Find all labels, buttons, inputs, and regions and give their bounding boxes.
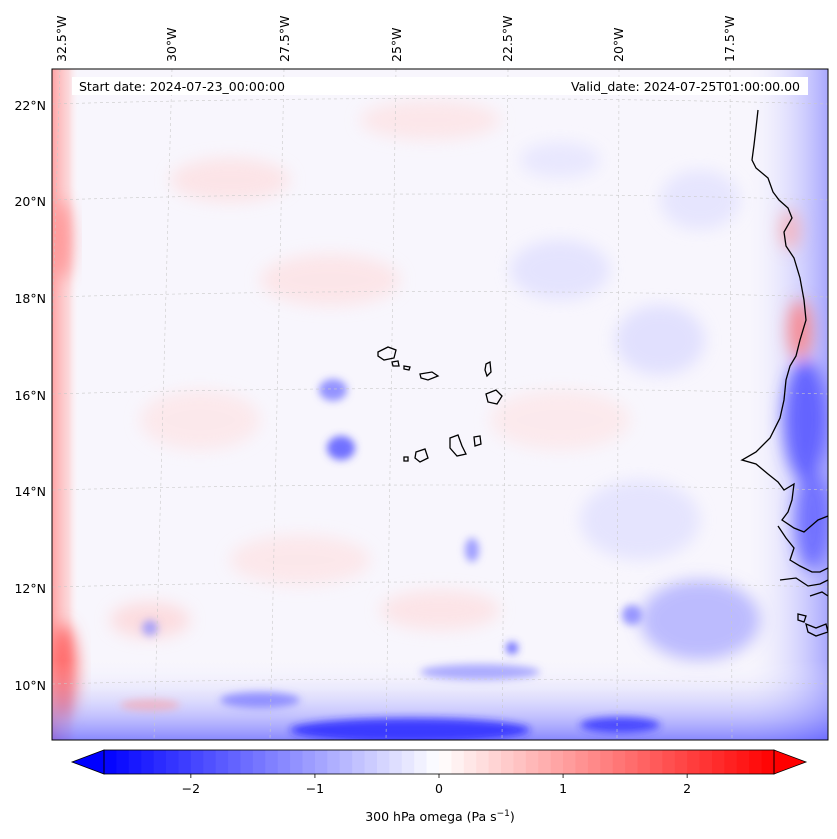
- colorbar-segment: [612, 750, 626, 774]
- colorbar-segment: [501, 750, 515, 774]
- colorbar-segment: [265, 750, 279, 774]
- start-date-label: Start date: 2024-07-23_00:00:00: [79, 79, 285, 94]
- colorbar-segment: [476, 750, 490, 774]
- map-frame: [51, 68, 829, 741]
- colorbar-segment: [513, 750, 527, 774]
- colorbar-segment: [463, 750, 477, 774]
- colorbar-segment: [277, 750, 291, 774]
- colorbar-segment: [178, 750, 192, 774]
- colorbar-segment: [401, 750, 415, 774]
- colorbar-tick-label: 1: [559, 781, 567, 796]
- colorbar-segment: [637, 750, 651, 774]
- lat-label: 22°N: [14, 98, 46, 113]
- cape-verde-islands: [377, 346, 503, 463]
- colorbar-segment: [625, 750, 639, 774]
- lon-label: 20°W: [611, 27, 626, 62]
- colorbar-tick-label: 0: [435, 781, 443, 796]
- lat-label: 20°N: [14, 194, 46, 209]
- colorbar-segment: [575, 750, 589, 774]
- colorbar-segment: [587, 750, 601, 774]
- lon-label: 17.5°W: [722, 16, 737, 62]
- lat-label: 10°N: [14, 678, 46, 693]
- colorbar-segment: [687, 750, 701, 774]
- colorbar-segment: [141, 750, 155, 774]
- omega-field: [52, 69, 828, 740]
- colorbar-low-extension: [70, 749, 105, 775]
- colorbar-segment: [116, 750, 130, 774]
- colorbar-segment: [724, 750, 738, 774]
- colorbar-segment: [649, 750, 663, 774]
- colorbar-segment: [711, 750, 725, 774]
- colorbar-segment: [153, 750, 167, 774]
- colorbar-tick-label: −1: [306, 781, 324, 796]
- colorbar: −2 −1 0 1 2 300 hPa omega (Pa s−1): [70, 749, 808, 824]
- colorbar-segment: [203, 750, 217, 774]
- colorbar-segment: [339, 750, 353, 774]
- longitude-labels: 32.5°W 30°W 27.5°W 25°W 22.5°W 20°W 17.5…: [54, 16, 737, 62]
- colorbar-segments: [104, 750, 775, 774]
- colorbar-segment: [538, 750, 552, 774]
- lat-label: 14°N: [14, 484, 46, 499]
- colorbar-segment: [525, 750, 539, 774]
- lat-label: 16°N: [14, 388, 46, 403]
- colorbar-segment: [674, 750, 688, 774]
- colorbar-segment: [252, 750, 266, 774]
- colorbar-segment: [414, 750, 428, 774]
- colorbar-segment: [563, 750, 577, 774]
- colorbar-segment: [376, 750, 390, 774]
- colorbar-tick-label: 2: [683, 781, 691, 796]
- colorbar-segment: [761, 750, 775, 774]
- colorbar-segment: [736, 750, 750, 774]
- lon-label: 27.5°W: [277, 16, 292, 62]
- colorbar-segment: [314, 750, 328, 774]
- colorbar-ticks: −2 −1 0 1 2: [182, 774, 691, 796]
- lon-label: 22.5°W: [500, 16, 515, 62]
- latitude-labels: 22°N 20°N 18°N 16°N 14°N 12°N 10°N: [14, 98, 46, 693]
- colorbar-segment: [426, 750, 440, 774]
- colorbar-segment: [290, 750, 304, 774]
- colorbar-segment: [699, 750, 713, 774]
- colorbar-segment: [451, 750, 465, 774]
- colorbar-segment: [439, 750, 453, 774]
- colorbar-tick-label: −2: [182, 781, 200, 796]
- colorbar-segment: [128, 750, 142, 774]
- lat-label: 18°N: [14, 291, 46, 306]
- colorbar-high-extension: [773, 749, 808, 775]
- colorbar-segment: [104, 750, 118, 774]
- colorbar-segment: [302, 750, 316, 774]
- colorbar-segment: [488, 750, 502, 774]
- colorbar-segment: [352, 750, 366, 774]
- colorbar-segment: [662, 750, 676, 774]
- colorbar-segment: [550, 750, 564, 774]
- colorbar-segment: [389, 750, 403, 774]
- colorbar-segment: [166, 750, 180, 774]
- header-box: Start date: 2024-07-23_00:00:00 Valid_da…: [72, 77, 808, 95]
- colorbar-segment: [327, 750, 341, 774]
- lat-label: 12°N: [14, 581, 46, 596]
- colorbar-segment: [215, 750, 229, 774]
- lon-label: 32.5°W: [54, 16, 69, 62]
- colorbar-segment: [240, 750, 254, 774]
- valid-date-label: Valid_date: 2024-07-25T01:00:00.00: [571, 79, 800, 94]
- lon-label: 25°W: [389, 27, 404, 62]
- longitude-gridlines: [52, 69, 733, 740]
- africa-coastline: [740, 109, 828, 637]
- colorbar-segment: [228, 750, 242, 774]
- latitude-gridlines: [52, 98, 828, 685]
- colorbar-segment: [749, 750, 763, 774]
- colorbar-label: 300 hPa omega (Pa s−1): [365, 809, 515, 824]
- colorbar-segment: [600, 750, 614, 774]
- colorbar-segment: [190, 750, 204, 774]
- lon-label: 30°W: [164, 27, 179, 62]
- colorbar-segment: [364, 750, 378, 774]
